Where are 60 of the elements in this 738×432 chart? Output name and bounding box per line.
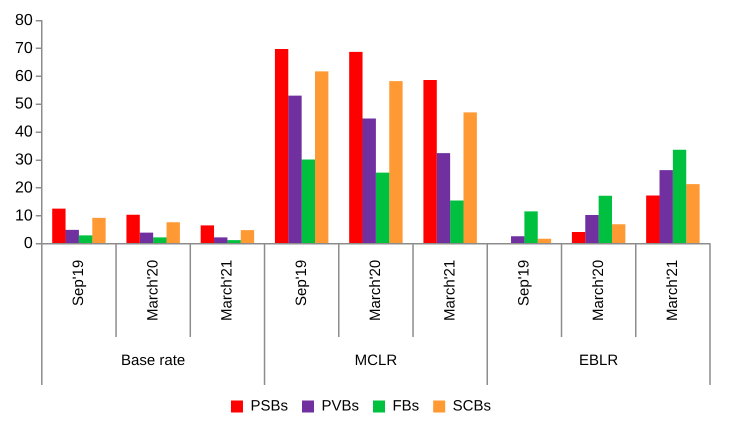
bar <box>126 214 140 244</box>
bar <box>511 236 524 244</box>
text: MCLR <box>354 352 398 370</box>
bar <box>598 196 612 244</box>
bar <box>450 200 464 244</box>
bar <box>200 225 214 244</box>
bar <box>315 71 328 244</box>
bar <box>585 215 599 244</box>
bar <box>92 218 106 244</box>
y-tick-label: 70 <box>15 40 33 57</box>
y-tick-label: 50 <box>15 96 33 113</box>
bar <box>660 170 673 244</box>
x-tick-label: March'21 <box>664 260 682 322</box>
bar <box>423 80 437 244</box>
y-tick-label: 60 <box>15 68 33 85</box>
y-tick-label: 30 <box>15 151 33 168</box>
bar <box>240 230 254 244</box>
bar <box>78 235 92 244</box>
bar <box>436 153 450 244</box>
bar <box>140 232 154 244</box>
bar <box>524 211 538 244</box>
bar <box>153 237 167 244</box>
x-tick-label: March'20 <box>367 260 384 322</box>
legend-label: PVBs <box>321 398 360 415</box>
x-tick-label: Sep'19 <box>516 260 533 306</box>
bar <box>389 81 403 244</box>
legend-label: SCBs <box>452 398 492 415</box>
y-tick-label: 80 <box>15 12 33 30</box>
bar <box>572 232 586 244</box>
bar <box>349 52 363 244</box>
bar <box>214 237 228 244</box>
text: EBLR <box>579 352 618 370</box>
x-tick-label: Sep'19 <box>70 260 88 306</box>
y-tick-label: 10 <box>15 207 33 224</box>
bar <box>612 224 626 244</box>
bar <box>464 112 477 244</box>
bar <box>686 184 700 244</box>
y-tick-label: 40 <box>15 124 33 141</box>
bar <box>672 150 686 244</box>
bar <box>376 172 390 244</box>
bar <box>288 96 302 244</box>
bar <box>66 230 79 244</box>
bar <box>646 196 660 244</box>
bar <box>52 208 66 244</box>
bar <box>227 240 241 244</box>
y-tick-label: 0 <box>24 235 33 252</box>
x-tick-label: March'21 <box>218 260 236 322</box>
x-tick-label: Sep'19 <box>292 260 310 306</box>
x-tick-label: March'20 <box>144 260 162 322</box>
x-tick-label: March'20 <box>590 260 607 322</box>
x-tick-label: March'21 <box>441 260 458 322</box>
text: Base rate <box>121 352 186 370</box>
bar <box>302 160 316 244</box>
legend-label: FBs <box>392 398 420 415</box>
legend-label: PSBs <box>250 398 288 415</box>
bar <box>538 238 552 244</box>
bar <box>362 118 376 244</box>
bar <box>274 49 288 244</box>
y-tick-label: 20 <box>15 179 33 196</box>
bar <box>166 222 180 244</box>
